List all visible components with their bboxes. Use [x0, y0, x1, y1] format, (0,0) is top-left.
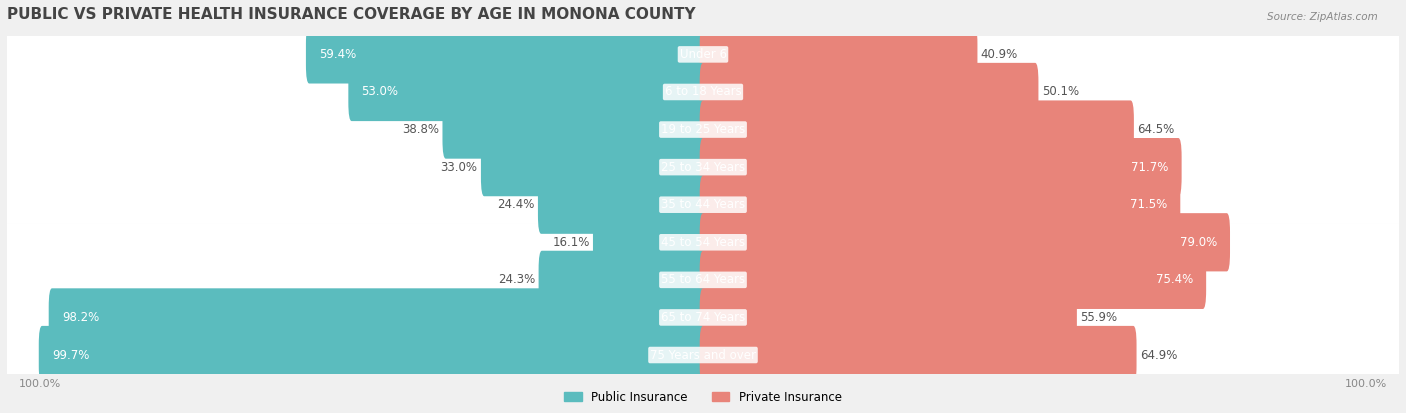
FancyBboxPatch shape [49, 288, 706, 347]
FancyBboxPatch shape [538, 251, 706, 309]
Text: 25 to 34 Years: 25 to 34 Years [661, 161, 745, 173]
FancyBboxPatch shape [700, 251, 1206, 309]
FancyBboxPatch shape [700, 176, 1180, 234]
FancyBboxPatch shape [7, 148, 1399, 186]
Text: 75 Years and over: 75 Years and over [650, 349, 756, 361]
FancyBboxPatch shape [700, 138, 1181, 196]
FancyBboxPatch shape [481, 138, 706, 196]
Text: 71.5%: 71.5% [1130, 198, 1167, 211]
FancyBboxPatch shape [349, 63, 706, 121]
FancyBboxPatch shape [538, 176, 706, 234]
Text: 75.4%: 75.4% [1156, 273, 1192, 286]
Text: 6 to 18 Years: 6 to 18 Years [665, 85, 741, 98]
FancyBboxPatch shape [7, 261, 1399, 299]
Text: 35 to 44 Years: 35 to 44 Years [661, 198, 745, 211]
Legend: Public Insurance, Private Insurance: Public Insurance, Private Insurance [560, 386, 846, 408]
FancyBboxPatch shape [7, 223, 1399, 261]
FancyBboxPatch shape [700, 288, 1077, 347]
Text: 50.1%: 50.1% [1042, 85, 1078, 98]
Text: 55 to 64 Years: 55 to 64 Years [661, 273, 745, 286]
FancyBboxPatch shape [7, 73, 1399, 111]
Text: 79.0%: 79.0% [1180, 236, 1216, 249]
Text: 98.2%: 98.2% [62, 311, 100, 324]
Text: Under 6: Under 6 [679, 48, 727, 61]
Text: 24.3%: 24.3% [498, 273, 536, 286]
Text: 99.7%: 99.7% [52, 349, 90, 361]
Text: 45 to 54 Years: 45 to 54 Years [661, 236, 745, 249]
Text: 71.7%: 71.7% [1130, 161, 1168, 173]
FancyBboxPatch shape [700, 25, 977, 83]
Text: 38.8%: 38.8% [402, 123, 439, 136]
FancyBboxPatch shape [307, 25, 706, 83]
FancyBboxPatch shape [700, 63, 1039, 121]
FancyBboxPatch shape [593, 213, 706, 271]
Text: PUBLIC VS PRIVATE HEALTH INSURANCE COVERAGE BY AGE IN MONONA COUNTY: PUBLIC VS PRIVATE HEALTH INSURANCE COVER… [7, 7, 696, 22]
Text: 65 to 74 Years: 65 to 74 Years [661, 311, 745, 324]
Text: 16.1%: 16.1% [553, 236, 589, 249]
Text: 55.9%: 55.9% [1080, 311, 1118, 324]
FancyBboxPatch shape [700, 213, 1230, 271]
FancyBboxPatch shape [443, 100, 706, 159]
Text: 19 to 25 Years: 19 to 25 Years [661, 123, 745, 136]
FancyBboxPatch shape [700, 100, 1133, 159]
Text: 53.0%: 53.0% [361, 85, 399, 98]
FancyBboxPatch shape [39, 326, 706, 384]
Text: 59.4%: 59.4% [319, 48, 357, 61]
Text: 24.4%: 24.4% [498, 198, 534, 211]
FancyBboxPatch shape [7, 110, 1399, 149]
FancyBboxPatch shape [7, 35, 1399, 74]
FancyBboxPatch shape [7, 298, 1399, 337]
Text: 40.9%: 40.9% [981, 48, 1018, 61]
Text: 64.9%: 64.9% [1140, 349, 1177, 361]
FancyBboxPatch shape [700, 326, 1136, 384]
Text: Source: ZipAtlas.com: Source: ZipAtlas.com [1267, 12, 1378, 22]
FancyBboxPatch shape [7, 336, 1399, 374]
Text: 64.5%: 64.5% [1137, 123, 1174, 136]
FancyBboxPatch shape [7, 185, 1399, 224]
Text: 33.0%: 33.0% [440, 161, 478, 173]
